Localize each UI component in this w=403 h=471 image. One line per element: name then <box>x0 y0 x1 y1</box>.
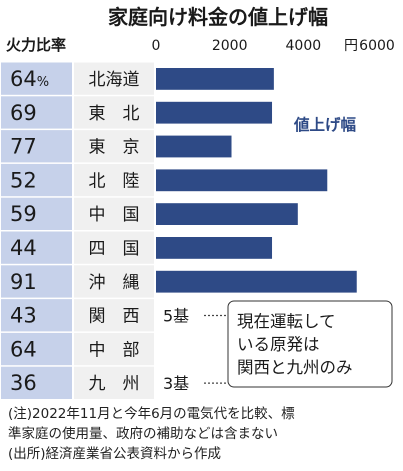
ratio-cell <box>1 366 72 399</box>
axis-unit-label: 円 <box>344 38 358 54</box>
ratio-cell <box>1 332 72 366</box>
thermal-ratio-value: 77 <box>10 135 37 159</box>
thermal-ratio-value: 52 <box>10 168 37 192</box>
thermal-ratio-value: 36 <box>10 371 37 395</box>
ratio-cell <box>1 265 72 298</box>
note-box-line: 関西と九州のみ <box>237 358 353 377</box>
footnote-line-3: (出所)経済産業省公表資料から作成 <box>8 446 222 462</box>
ratio-cell <box>1 197 72 230</box>
thermal-ratio-value: 59 <box>10 202 37 226</box>
region-label: 中 部 <box>89 340 140 360</box>
region-cell <box>74 231 154 264</box>
bar <box>156 169 328 192</box>
bar <box>156 101 273 124</box>
thermal-ratio-value: 69 <box>10 101 37 125</box>
x-tick-label: 4000 <box>286 38 322 54</box>
ratio-cell <box>1 231 72 264</box>
ratio-column-header: 火力比率 <box>6 36 66 54</box>
region-cell <box>74 299 154 332</box>
bar <box>156 203 298 225</box>
region-label: 東 北 <box>89 104 140 124</box>
region-label: 東 京 <box>89 138 140 158</box>
series-label-box <box>290 111 360 136</box>
note-box <box>227 300 393 388</box>
nuclear-count-label: 3基 <box>163 374 189 393</box>
ratio-cell <box>1 130 72 163</box>
ratio-cell <box>1 96 72 129</box>
region-cell <box>74 332 154 366</box>
region-cell <box>74 197 154 230</box>
region-cell <box>74 130 154 163</box>
thermal-ratio-value: 44 <box>10 236 37 260</box>
bar <box>156 270 357 293</box>
bar <box>156 135 232 158</box>
note-box-line: いる原発は <box>237 335 320 354</box>
region-cell <box>74 62 154 95</box>
ratio-unit: % <box>37 75 49 90</box>
chart-title: 家庭向け料金の値上げ幅 <box>108 5 328 29</box>
nuclear-count-label: 5基 <box>163 307 189 326</box>
region-label: 北 陸 <box>89 171 140 191</box>
series-label: 値上げ幅 <box>290 111 360 136</box>
footnote-line-2: 準家庭の使用量、政府の補助などは含まない <box>8 426 278 442</box>
region-label: 北海道 <box>89 70 140 90</box>
bars <box>156 68 357 293</box>
x-tick-label: 6000 <box>359 38 395 54</box>
region-label: 四 国 <box>89 239 140 259</box>
region-cell <box>74 366 154 399</box>
region-label: 九 州 <box>89 374 140 394</box>
x-tick-label: 0 <box>152 38 161 54</box>
ratio-cell <box>1 163 72 197</box>
thermal-ratio-value: 91 <box>10 270 37 294</box>
thermal-ratio-value: 43 <box>10 304 37 328</box>
series-label-text: 値上げ幅 <box>293 115 357 134</box>
x-tick-label: 2000 <box>212 38 248 54</box>
note-box-line: 現在運転して <box>237 312 336 331</box>
bar <box>156 68 274 90</box>
thermal-ratio-value: 64 <box>10 337 37 361</box>
region-cell <box>74 96 154 129</box>
ratio-cell <box>1 299 72 332</box>
ratio-cell <box>1 62 72 95</box>
bar <box>156 237 273 259</box>
region-label: 沖 縄 <box>89 273 140 293</box>
region-label: 中 国 <box>89 205 140 225</box>
region-cell <box>74 163 154 197</box>
region-cell <box>74 265 154 298</box>
footnote-line-1: (注)2022年11月と今年6月の電気代を比較、標 <box>8 406 295 422</box>
region-label: 関 西 <box>89 307 140 327</box>
footnotes: (注)2022年11月と今年6月の電気代を比較、標 準家庭の使用量、政府の補助な… <box>8 404 400 464</box>
chart-rows: 64% 北海道 69 東 北 77 東 京 52 北 陸 59 中 国 44 四 国 91 沖 縄 43 関 … <box>1 62 154 399</box>
